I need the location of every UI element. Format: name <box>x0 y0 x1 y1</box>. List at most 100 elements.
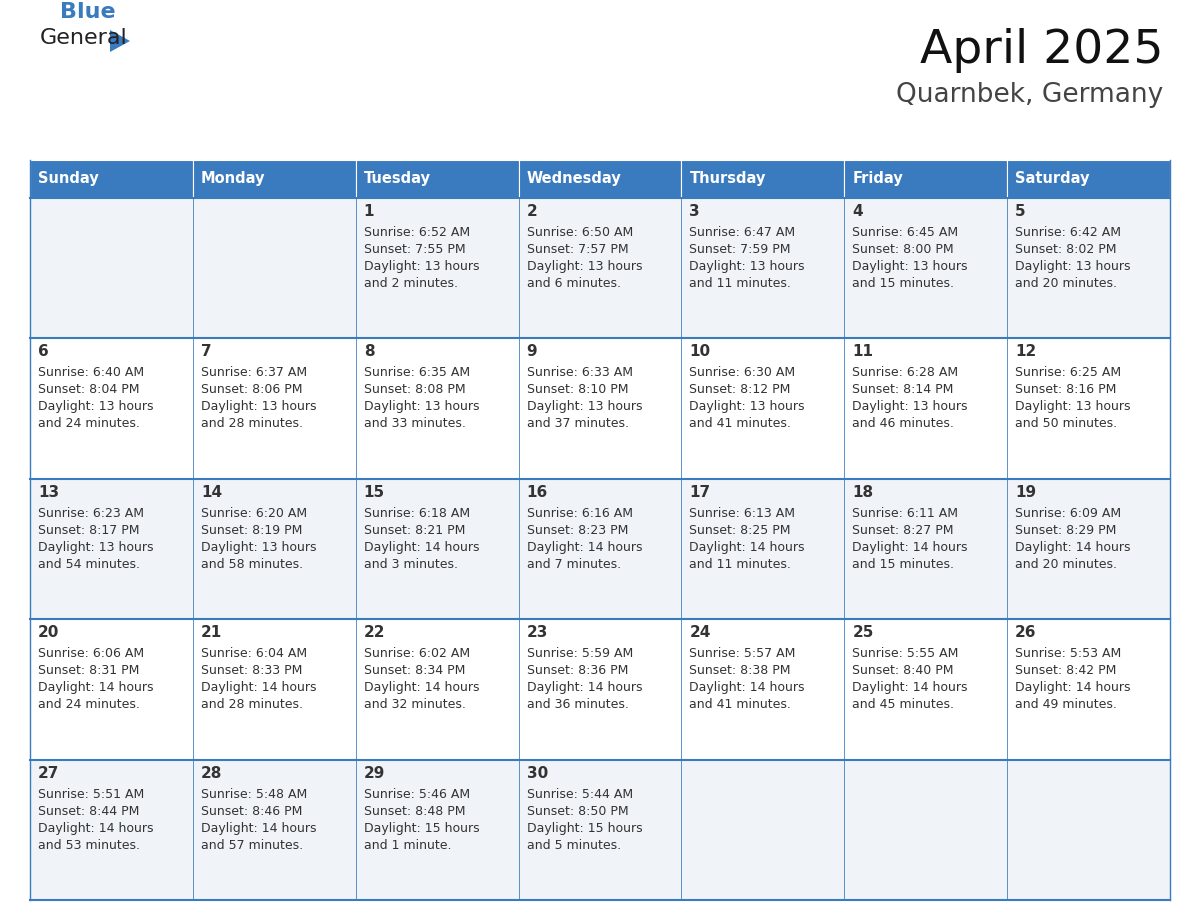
Text: 10: 10 <box>689 344 710 360</box>
Text: Sunrise: 5:48 AM: Sunrise: 5:48 AM <box>201 788 308 800</box>
Text: Sunset: 8:27 PM: Sunset: 8:27 PM <box>852 524 954 537</box>
Text: April 2025: April 2025 <box>920 28 1163 73</box>
Text: and 1 minute.: and 1 minute. <box>364 839 451 852</box>
Text: and 54 minutes.: and 54 minutes. <box>38 558 140 571</box>
Text: Sunset: 8:04 PM: Sunset: 8:04 PM <box>38 384 139 397</box>
Text: 5: 5 <box>1015 204 1025 219</box>
Bar <box>1007 198 1170 339</box>
Text: 25: 25 <box>852 625 873 640</box>
Text: Daylight: 15 hours: Daylight: 15 hours <box>526 822 643 834</box>
Text: Sunrise: 5:51 AM: Sunrise: 5:51 AM <box>38 788 144 800</box>
Text: Sunrise: 6:28 AM: Sunrise: 6:28 AM <box>852 366 959 379</box>
Bar <box>30 198 192 339</box>
Bar <box>355 160 519 198</box>
Text: 4: 4 <box>852 204 862 219</box>
Text: Daylight: 13 hours: Daylight: 13 hours <box>1015 400 1131 413</box>
Text: Daylight: 13 hours: Daylight: 13 hours <box>38 400 153 413</box>
Bar <box>192 479 355 620</box>
Text: Daylight: 13 hours: Daylight: 13 hours <box>38 541 153 554</box>
Text: 3: 3 <box>689 204 700 219</box>
Text: Sunset: 8:40 PM: Sunset: 8:40 PM <box>852 665 954 677</box>
Bar <box>192 160 355 198</box>
Text: Sunset: 8:23 PM: Sunset: 8:23 PM <box>526 524 628 537</box>
Text: Sunset: 8:02 PM: Sunset: 8:02 PM <box>1015 243 1117 256</box>
Bar <box>355 339 519 479</box>
Text: and 15 minutes.: and 15 minutes. <box>852 277 954 290</box>
Text: and 28 minutes.: and 28 minutes. <box>201 418 303 431</box>
Text: Daylight: 14 hours: Daylight: 14 hours <box>38 681 153 694</box>
Bar <box>845 759 1007 900</box>
Text: 26: 26 <box>1015 625 1037 640</box>
Text: Sunrise: 6:13 AM: Sunrise: 6:13 AM <box>689 507 796 520</box>
Bar <box>682 198 845 339</box>
Text: Sunday: Sunday <box>38 172 99 186</box>
Bar <box>519 479 682 620</box>
Text: 11: 11 <box>852 344 873 360</box>
Text: Sunset: 8:12 PM: Sunset: 8:12 PM <box>689 384 791 397</box>
Text: Sunrise: 6:11 AM: Sunrise: 6:11 AM <box>852 507 959 520</box>
Text: and 32 minutes.: and 32 minutes. <box>364 699 466 711</box>
Bar <box>192 198 355 339</box>
Text: 23: 23 <box>526 625 548 640</box>
Text: 6: 6 <box>38 344 49 360</box>
Text: Sunrise: 6:37 AM: Sunrise: 6:37 AM <box>201 366 307 379</box>
Text: Daylight: 14 hours: Daylight: 14 hours <box>852 681 968 694</box>
Text: Sunset: 8:06 PM: Sunset: 8:06 PM <box>201 384 303 397</box>
Text: Daylight: 14 hours: Daylight: 14 hours <box>526 541 642 554</box>
Text: Sunrise: 5:46 AM: Sunrise: 5:46 AM <box>364 788 469 800</box>
Text: Daylight: 13 hours: Daylight: 13 hours <box>364 400 479 413</box>
Text: 7: 7 <box>201 344 211 360</box>
Bar <box>355 620 519 759</box>
Text: Daylight: 13 hours: Daylight: 13 hours <box>526 260 642 273</box>
Bar <box>845 479 1007 620</box>
Text: and 57 minutes.: and 57 minutes. <box>201 839 303 852</box>
Text: Tuesday: Tuesday <box>364 172 431 186</box>
Bar <box>192 759 355 900</box>
Text: 19: 19 <box>1015 485 1036 499</box>
Bar <box>682 620 845 759</box>
Bar <box>30 620 192 759</box>
Bar <box>519 759 682 900</box>
Text: 14: 14 <box>201 485 222 499</box>
Text: and 6 minutes.: and 6 minutes. <box>526 277 620 290</box>
Bar <box>845 160 1007 198</box>
Text: Sunrise: 6:30 AM: Sunrise: 6:30 AM <box>689 366 796 379</box>
Text: Daylight: 13 hours: Daylight: 13 hours <box>526 400 642 413</box>
Text: and 46 minutes.: and 46 minutes. <box>852 418 954 431</box>
Text: Daylight: 14 hours: Daylight: 14 hours <box>38 822 153 834</box>
Text: and 41 minutes.: and 41 minutes. <box>689 418 791 431</box>
Text: Sunset: 8:29 PM: Sunset: 8:29 PM <box>1015 524 1117 537</box>
Text: Daylight: 13 hours: Daylight: 13 hours <box>852 400 968 413</box>
Text: Sunset: 8:17 PM: Sunset: 8:17 PM <box>38 524 139 537</box>
Text: Sunset: 8:44 PM: Sunset: 8:44 PM <box>38 804 139 818</box>
Text: Sunset: 8:46 PM: Sunset: 8:46 PM <box>201 804 302 818</box>
Text: and 58 minutes.: and 58 minutes. <box>201 558 303 571</box>
Bar <box>519 339 682 479</box>
Text: Daylight: 13 hours: Daylight: 13 hours <box>689 260 805 273</box>
Text: Daylight: 13 hours: Daylight: 13 hours <box>201 400 316 413</box>
Text: 16: 16 <box>526 485 548 499</box>
Text: Sunset: 8:33 PM: Sunset: 8:33 PM <box>201 665 302 677</box>
Text: Daylight: 14 hours: Daylight: 14 hours <box>1015 681 1131 694</box>
Text: Sunrise: 5:44 AM: Sunrise: 5:44 AM <box>526 788 633 800</box>
Text: and 24 minutes.: and 24 minutes. <box>38 699 140 711</box>
Text: and 15 minutes.: and 15 minutes. <box>852 558 954 571</box>
Text: Daylight: 13 hours: Daylight: 13 hours <box>364 260 479 273</box>
Text: Sunrise: 6:33 AM: Sunrise: 6:33 AM <box>526 366 632 379</box>
Bar <box>1007 479 1170 620</box>
Text: 9: 9 <box>526 344 537 360</box>
Text: Sunrise: 6:40 AM: Sunrise: 6:40 AM <box>38 366 144 379</box>
Text: 18: 18 <box>852 485 873 499</box>
Text: Sunset: 8:08 PM: Sunset: 8:08 PM <box>364 384 466 397</box>
Text: Sunset: 8:34 PM: Sunset: 8:34 PM <box>364 665 465 677</box>
Text: and 24 minutes.: and 24 minutes. <box>38 418 140 431</box>
Text: Saturday: Saturday <box>1015 172 1089 186</box>
Bar <box>355 198 519 339</box>
Text: Sunrise: 6:18 AM: Sunrise: 6:18 AM <box>364 507 469 520</box>
Text: Sunrise: 5:53 AM: Sunrise: 5:53 AM <box>1015 647 1121 660</box>
Text: Daylight: 13 hours: Daylight: 13 hours <box>1015 260 1131 273</box>
Polygon shape <box>110 30 129 52</box>
Bar <box>845 620 1007 759</box>
Text: 28: 28 <box>201 766 222 780</box>
Text: Sunrise: 5:57 AM: Sunrise: 5:57 AM <box>689 647 796 660</box>
